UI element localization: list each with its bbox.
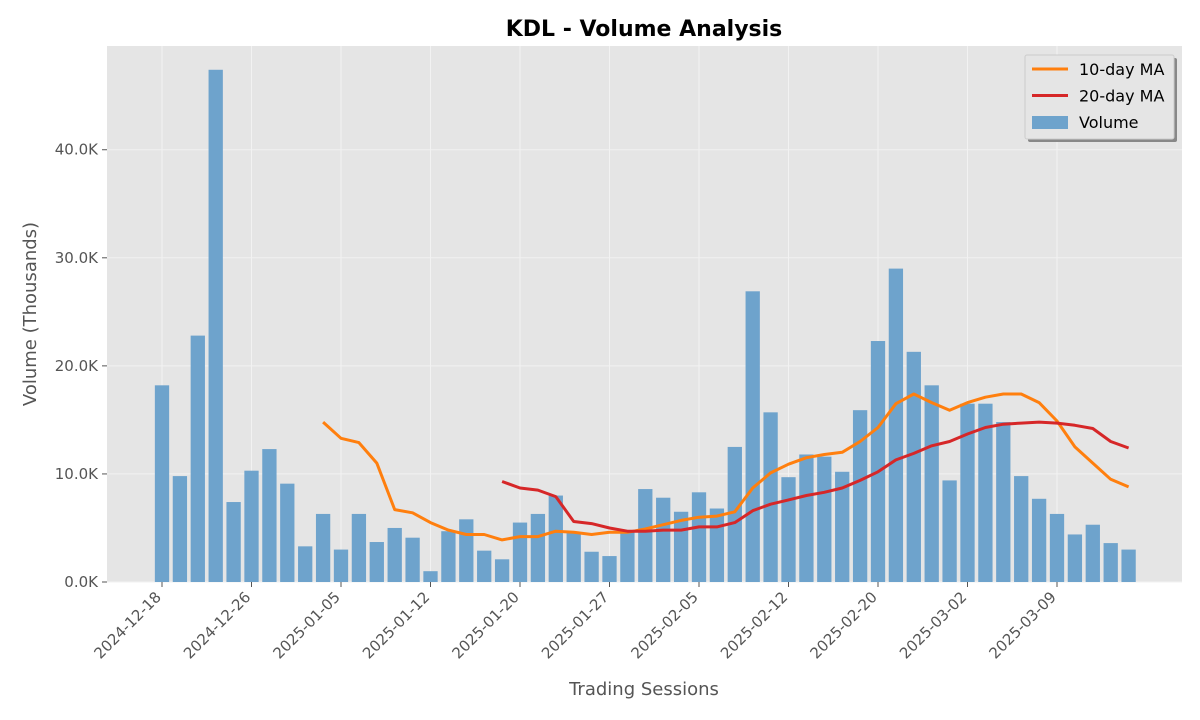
volume-bar xyxy=(333,549,349,582)
volume-bar xyxy=(512,522,528,582)
volume-bar xyxy=(262,449,277,582)
volume-bar xyxy=(691,492,707,582)
volume-bar xyxy=(656,497,671,582)
grid-lines xyxy=(107,46,1182,583)
y-tick-label: 20.0K xyxy=(55,357,99,375)
volume-bar xyxy=(405,537,420,582)
volume-bar xyxy=(835,471,850,582)
volume-bar xyxy=(620,532,635,582)
volume-bar xyxy=(423,571,438,582)
volume-bar xyxy=(172,476,188,582)
volume-bar xyxy=(459,519,474,582)
volume-bar xyxy=(906,351,921,582)
volume-bar xyxy=(530,513,546,582)
volume-bar xyxy=(870,341,886,582)
x-tick-label: 2025-01-20 xyxy=(448,588,522,662)
volume-bar xyxy=(477,550,492,582)
x-tick-label: 2025-03-02 xyxy=(896,588,970,662)
legend-label: 20-day MA xyxy=(1079,87,1164,106)
volume-bar xyxy=(1031,498,1047,582)
y-tick-label: 40.0K xyxy=(55,141,99,159)
x-axis-ticks: 2024-12-18 2024-12-26 2025-01-05 2025-01-12… xyxy=(90,582,1060,662)
volume-bar xyxy=(298,546,313,582)
volume-bar xyxy=(781,477,796,582)
volume-bar xyxy=(226,502,241,582)
y-tick-label: 30.0K xyxy=(55,249,99,267)
x-axis-label: Trading Sessions xyxy=(568,679,719,700)
legend-swatch-bar xyxy=(1032,116,1068,129)
x-tick-label: 2025-02-05 xyxy=(627,588,701,662)
volume-bar xyxy=(280,483,295,582)
volume-bar xyxy=(584,551,599,582)
y-tick-label: 10.0K xyxy=(55,465,99,483)
volume-bar xyxy=(190,335,205,582)
x-tick-label: 2025-01-05 xyxy=(269,588,343,662)
volume-bar xyxy=(1103,543,1118,582)
legend-label: Volume xyxy=(1079,113,1139,132)
volume-bar xyxy=(369,542,384,582)
volume-bar xyxy=(799,454,814,582)
x-tick-label: 2025-02-20 xyxy=(806,588,880,662)
y-axis-ticks: 0.0K 10.0K 20.0K 30.0K 40.0K xyxy=(55,141,107,591)
volume-bar xyxy=(1121,549,1136,582)
volume-bars xyxy=(154,69,1136,583)
y-axis-label: Volume (Thousands) xyxy=(20,222,41,406)
volume-bar xyxy=(960,403,975,582)
volume-bar xyxy=(1014,476,1029,582)
volume-bar xyxy=(763,412,778,582)
x-tick-label: 2024-12-26 xyxy=(180,588,254,662)
volume-bar xyxy=(494,559,510,582)
volume-bar xyxy=(1085,524,1100,582)
chart-title: KDL - Volume Analysis xyxy=(506,17,783,42)
20-day-ma-line xyxy=(501,420,1130,533)
volume-bar xyxy=(638,489,653,582)
moving-average-lines xyxy=(322,392,1130,542)
volume-bar xyxy=(888,268,904,582)
y-tick-label: 0.0K xyxy=(64,573,99,591)
volume-bar xyxy=(852,410,868,582)
legend: 10-day MA 20-day MA Volume xyxy=(1024,54,1177,142)
x-tick-label: 2025-03-09 xyxy=(985,588,1059,662)
volume-bar xyxy=(387,527,402,582)
volume-bar xyxy=(996,422,1011,582)
legend-label: 10-day MA xyxy=(1079,60,1164,79)
x-tick-label: 2024-12-18 xyxy=(90,588,164,662)
volume-bar xyxy=(244,470,259,582)
volume-bar xyxy=(441,531,456,582)
volume-bar xyxy=(727,446,742,582)
x-tick-label: 2025-02-12 xyxy=(717,588,791,662)
volume-bar xyxy=(745,291,760,582)
volume-bar xyxy=(709,508,725,582)
volume-bar xyxy=(548,495,563,582)
volume-bar xyxy=(942,480,957,582)
10-day-ma-line xyxy=(322,392,1130,542)
volume-bar xyxy=(817,456,832,582)
volume-bar xyxy=(154,385,170,582)
volume-bar xyxy=(315,513,331,582)
volume-bar xyxy=(566,532,581,582)
x-tick-label: 2025-01-27 xyxy=(538,588,612,662)
x-tick-label: 2025-01-12 xyxy=(359,588,433,662)
volume-bar xyxy=(351,513,367,582)
volume-bar xyxy=(1049,513,1065,582)
volume-bar xyxy=(1067,534,1083,582)
volume-bar xyxy=(602,556,617,582)
volume-bar xyxy=(208,69,223,583)
volume-bar xyxy=(978,403,993,582)
volume-bar xyxy=(924,385,939,582)
